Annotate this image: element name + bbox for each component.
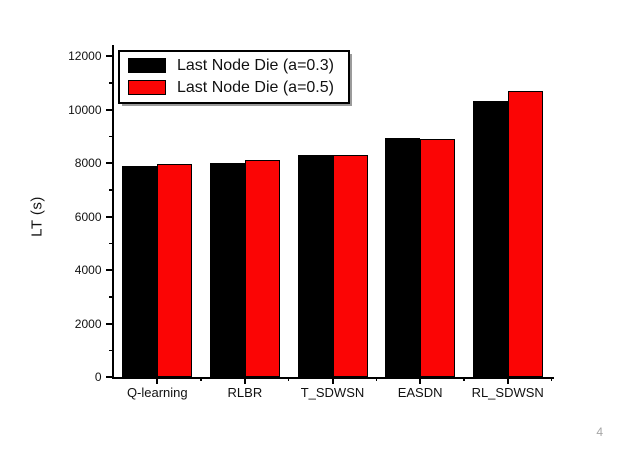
y-tick-label: 10000 [68,102,102,117]
y-major-tick [105,215,114,218]
y-minor-tick [108,296,114,298]
x-minor-tick [463,377,465,381]
y-major-tick [105,162,114,164]
x-minor-tick [200,377,202,381]
x-minor-tick [287,377,290,381]
bar-RLBR-series-1 [244,160,280,377]
x-major-tick [419,377,422,384]
x-major-tick [331,377,334,384]
x-category-label-Q-learning: Q-learning [126,385,188,400]
x-major-tick [156,377,159,384]
x-minor-tick [550,377,553,381]
legend-label-series-0: Last Node Die (a=0.3) [177,56,334,74]
bar-T_SDWSN-series-0 [297,154,333,377]
legend: Last Node Die (a=0.3) Last Node Die (a=0… [118,50,350,104]
y-major-tick [105,55,114,57]
x-axis-line [111,377,554,379]
y-major-tick [105,269,114,271]
y-major-tick [105,108,114,111]
page-number: 4 [596,425,603,439]
legend-item: Last Node Die (a=0.5) [128,78,340,97]
legend-item: Last Node Die (a=0.3) [128,56,340,75]
y-minor-tick [108,349,114,352]
y-tick-label: 0 [94,370,102,384]
y-major-tick [105,322,114,325]
y-tick-label: 12000 [68,49,102,63]
bar-RLBR-series-0 [209,163,245,377]
y-tick-label: 6000 [74,209,102,224]
bar-Q-learning-series-1 [157,164,193,377]
x-category-label-EASDN: EASDN [397,385,443,400]
y-minor-tick [108,189,114,191]
x-category-label-T_SDWSN: T_SDWSN [300,385,365,400]
legend-label-series-1: Last Node Die (a=0.5) [177,78,334,96]
y-minor-tick [108,135,114,138]
y-axis-line [111,45,114,379]
legend-swatch-series-1 [128,80,166,95]
x-major-tick [506,377,509,384]
bar-RL_SDWSN-series-0 [472,101,508,377]
bar-RL_SDWSN-series-1 [507,90,543,377]
y-minor-tick [108,82,114,84]
bar-EASDN-series-0 [385,137,421,377]
bar-T_SDWSN-series-1 [332,154,368,377]
x-category-label-RLBR: RLBR [227,385,263,400]
y-tick-label: 4000 [74,263,102,277]
bar-Q-learning-series-0 [122,165,158,377]
legend-swatch-series-0 [128,58,166,73]
y-major-tick [105,376,114,378]
y-tick-label: 8000 [74,156,102,170]
x-minor-tick [375,377,378,381]
x-major-tick [243,377,246,384]
x-category-label-RL_SDWSN: RL_SDWSN [471,385,544,400]
bar-EASDN-series-1 [420,138,456,377]
y-tick-label: 2000 [74,316,102,331]
y-minor-tick [108,242,114,245]
